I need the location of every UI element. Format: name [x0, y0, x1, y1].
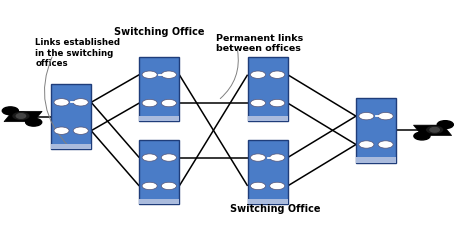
FancyBboxPatch shape — [139, 140, 179, 204]
FancyBboxPatch shape — [356, 157, 396, 163]
Text: Permanent links
between offices: Permanent links between offices — [216, 34, 303, 53]
Circle shape — [73, 99, 88, 106]
Text: Switching Office: Switching Office — [230, 204, 321, 214]
FancyBboxPatch shape — [139, 116, 179, 121]
FancyBboxPatch shape — [139, 199, 179, 204]
Text: Switching Office: Switching Office — [114, 27, 204, 37]
Circle shape — [54, 127, 69, 134]
Circle shape — [437, 121, 453, 129]
Polygon shape — [4, 111, 42, 122]
Circle shape — [161, 154, 176, 161]
Circle shape — [270, 99, 285, 107]
FancyBboxPatch shape — [247, 199, 288, 204]
Circle shape — [359, 141, 374, 148]
FancyBboxPatch shape — [356, 98, 396, 163]
FancyBboxPatch shape — [51, 144, 91, 149]
Circle shape — [16, 114, 26, 118]
Circle shape — [161, 182, 176, 190]
FancyBboxPatch shape — [139, 57, 179, 121]
Circle shape — [142, 99, 157, 107]
Circle shape — [250, 71, 265, 78]
Circle shape — [73, 127, 88, 134]
Circle shape — [270, 154, 285, 161]
FancyBboxPatch shape — [247, 140, 288, 204]
Circle shape — [430, 127, 439, 132]
Circle shape — [142, 71, 157, 78]
Circle shape — [142, 154, 157, 161]
Circle shape — [161, 71, 176, 78]
Circle shape — [2, 107, 18, 115]
Circle shape — [414, 132, 430, 140]
FancyBboxPatch shape — [247, 57, 288, 121]
Circle shape — [250, 154, 265, 161]
FancyBboxPatch shape — [247, 116, 288, 121]
Circle shape — [270, 71, 285, 78]
Circle shape — [161, 99, 176, 107]
Circle shape — [270, 182, 285, 190]
Circle shape — [26, 118, 42, 126]
Circle shape — [142, 182, 157, 190]
FancyBboxPatch shape — [51, 84, 91, 149]
Circle shape — [250, 182, 265, 190]
Text: Links established
in the switching
offices: Links established in the switching offic… — [36, 38, 120, 68]
Circle shape — [12, 112, 30, 120]
Polygon shape — [413, 125, 452, 136]
Circle shape — [378, 113, 393, 120]
Circle shape — [54, 99, 69, 106]
Circle shape — [250, 99, 265, 107]
Circle shape — [378, 141, 393, 148]
Circle shape — [426, 125, 444, 134]
Circle shape — [359, 113, 374, 120]
